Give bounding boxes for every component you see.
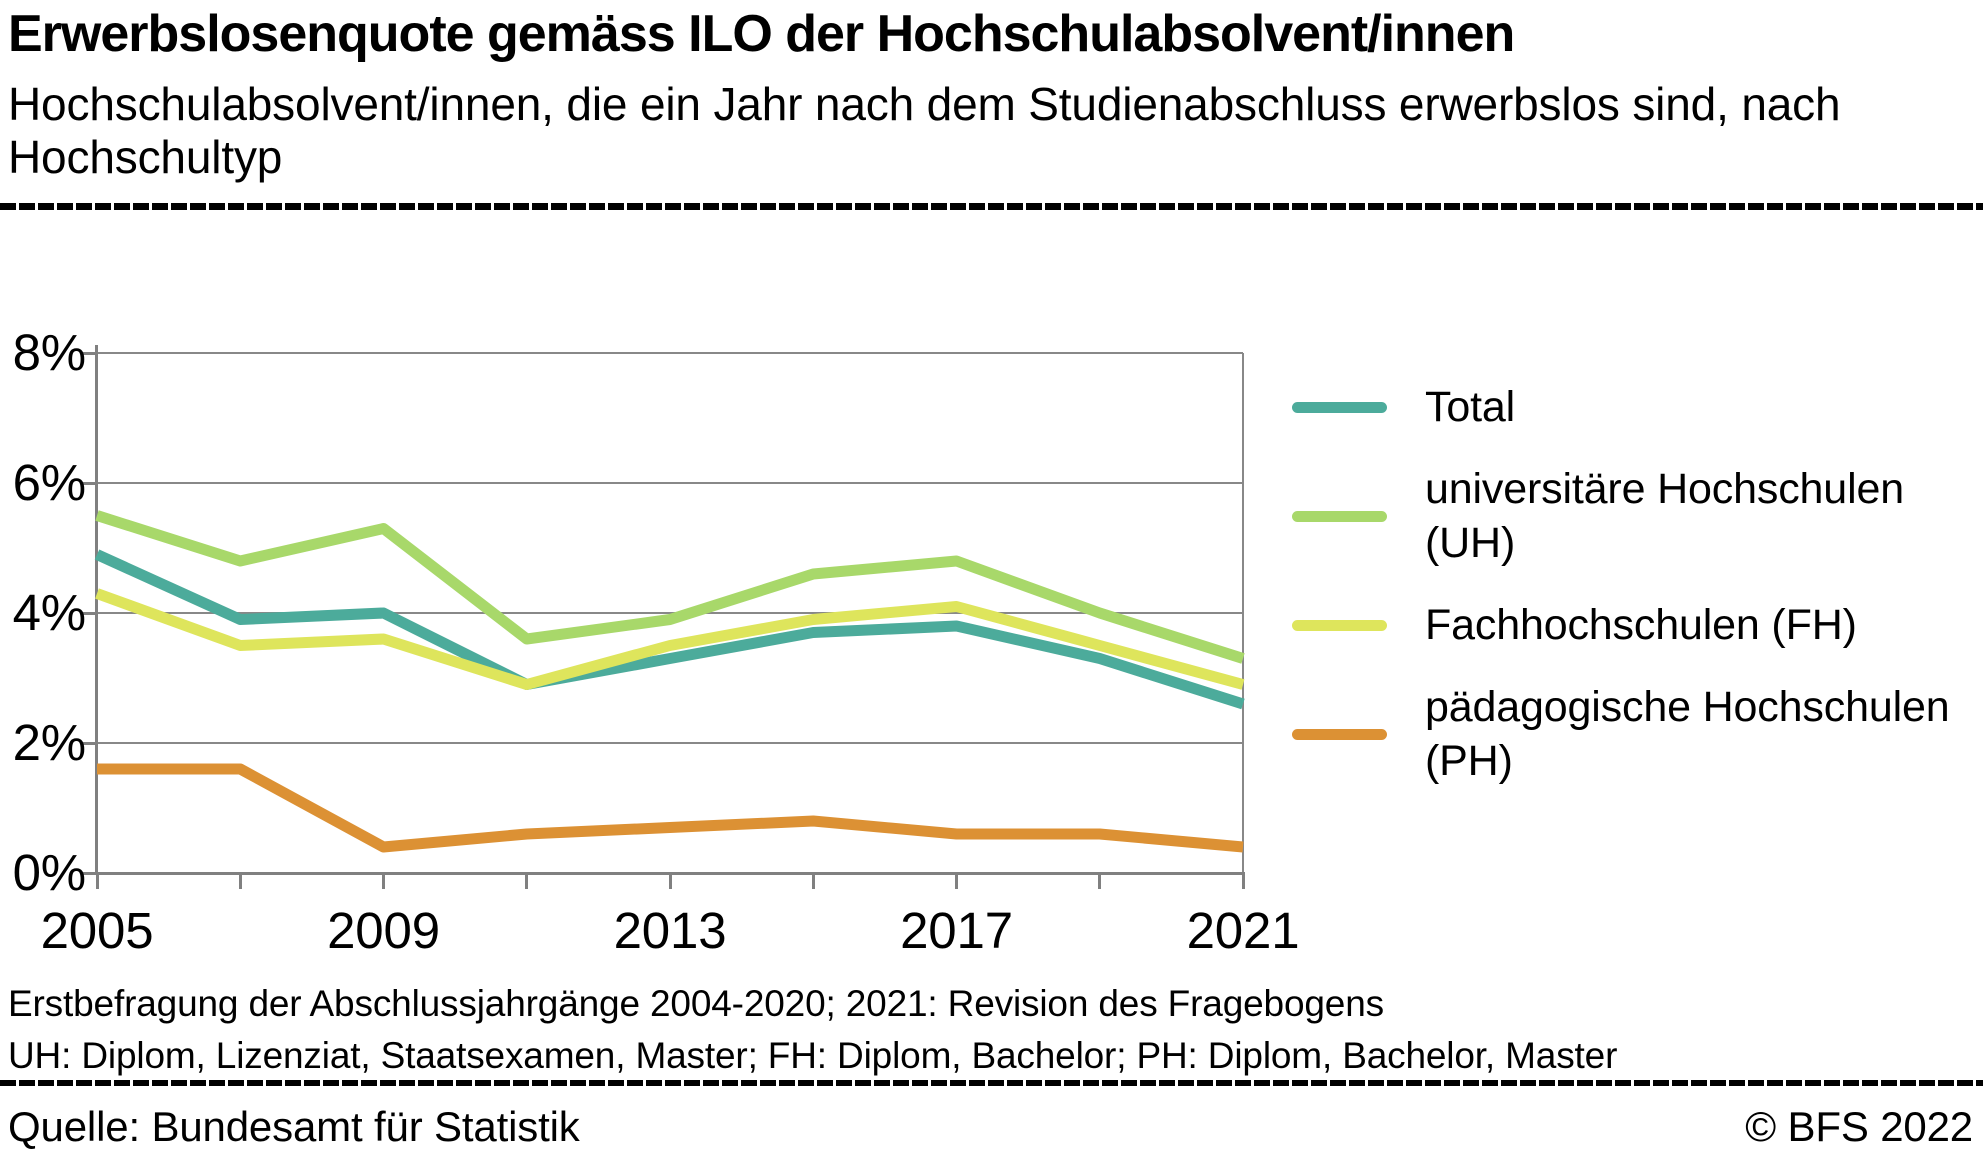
- legend-label-3: pädagogische Hochschulen (PH): [1425, 680, 1983, 788]
- series-line-1: [95, 510, 1245, 664]
- y-axis-tick: [83, 611, 97, 615]
- legend-label-line: Fachhochschulen (FH): [1425, 601, 1857, 649]
- y-axis-tick: [83, 871, 97, 875]
- x-axis-tick: [382, 873, 385, 889]
- copyright-note: © BFS 2022: [1745, 1103, 1973, 1150]
- legend-label-1: universitäre Hochschulen (UH): [1425, 462, 1983, 570]
- x-axis-tick: [955, 873, 958, 889]
- gridline-4pct: [97, 612, 1243, 614]
- subtitle-line-1: Hochschulabsolvent/innen, die ein Jahr n…: [8, 78, 1841, 130]
- legend-label-line: pädagogische Hochschulen: [1425, 683, 1950, 731]
- legend-swatch-2: [1292, 619, 1387, 631]
- x-axis-tick: [668, 873, 672, 889]
- y-axis-tick: [83, 351, 97, 355]
- legend-label-line: Total: [1425, 383, 1516, 431]
- y-axis-line: [95, 345, 98, 875]
- legend-swatch-1: [1292, 510, 1387, 522]
- x-axis-label: 2017: [900, 902, 1013, 959]
- x-axis-tick: [1241, 873, 1245, 889]
- y-axis-label: 8%: [12, 324, 87, 381]
- legend-label-line: (PH): [1425, 737, 1513, 785]
- x-axis-tick: [238, 873, 242, 889]
- legend-label-2: Fachhochschulen (FH): [1425, 598, 1983, 652]
- legend-swatch-3: [1292, 728, 1387, 740]
- footnote-degrees: UH: Diplom, Lizenziat, Staatsexamen, Mas…: [8, 1035, 1618, 1076]
- x-axis-label: 2005: [40, 902, 154, 959]
- header-divider: [0, 203, 1983, 210]
- series-line-3: [97, 763, 1244, 853]
- legend-label-0: Total: [1425, 380, 1983, 434]
- source-note: Quelle: Bundesamt für Statistik: [8, 1103, 580, 1150]
- x-axis-tick: [1098, 873, 1102, 889]
- footnote-survey: Erstbefragung der Abschlussjahrgänge 200…: [8, 983, 1384, 1024]
- legend-label-line: (UH): [1425, 519, 1516, 567]
- subtitle-line-2: Hochschultyp: [8, 131, 283, 183]
- plot-right-border: [1242, 353, 1244, 873]
- gridline-8pct: [97, 352, 1243, 354]
- legend-swatch-0: [1292, 401, 1387, 413]
- series-line-2: [95, 588, 1245, 690]
- page-subtitle: Hochschulabsolvent/innen, die ein Jahr n…: [8, 78, 1976, 184]
- x-axis-tick: [525, 873, 529, 889]
- x-axis-tick: [95, 873, 99, 889]
- x-axis-label: 2009: [327, 902, 440, 959]
- y-axis-tick: [83, 481, 97, 485]
- legend-label-line: universitäre Hochschulen: [1425, 465, 1904, 513]
- gridline-2pct: [97, 742, 1243, 744]
- footer-divider: [0, 1080, 1983, 1086]
- y-axis-tick: [83, 741, 97, 745]
- y-axis-label: 2%: [12, 714, 87, 771]
- y-axis-label: 0%: [12, 844, 87, 901]
- series-line-0: [94, 549, 1245, 710]
- x-axis-label: 2013: [613, 902, 727, 959]
- y-axis-label: 6%: [12, 454, 87, 511]
- gridline-6pct: [97, 482, 1243, 484]
- y-axis-label: 4%: [12, 584, 87, 641]
- page-title: Erwerbslosenquote gemäss ILO der Hochsch…: [8, 5, 1515, 63]
- x-axis-tick: [811, 873, 815, 889]
- x-axis-label: 2021: [1186, 902, 1300, 959]
